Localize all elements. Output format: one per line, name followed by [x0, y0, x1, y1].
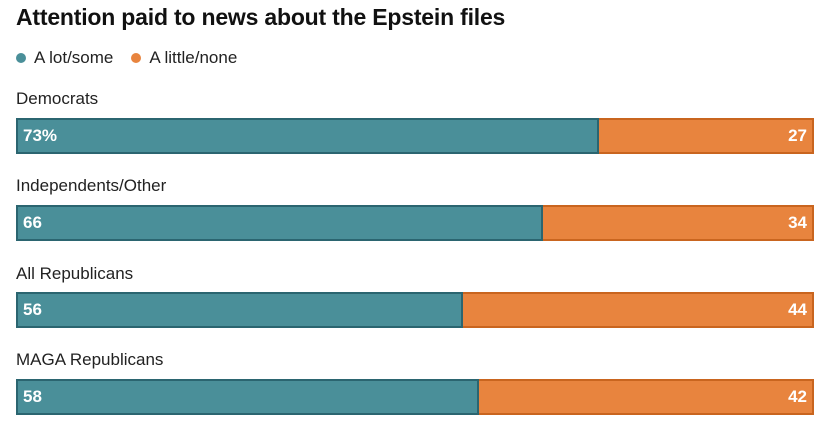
bar-segment-a-lot-some-democrats: 73%	[16, 118, 599, 154]
data-label-a-little-none-maga-republicans: 42	[788, 387, 807, 406]
bar-maga-republicans: 58 42	[16, 379, 814, 415]
legend-swatch-a-little-none	[131, 53, 142, 63]
bar-all-republicans: 56 44	[16, 292, 814, 328]
data-label-a-little-none-democrats: 27	[788, 126, 807, 145]
bar-independents-other: 66 34	[16, 205, 814, 241]
legend-item-a-little-none: A little/none	[131, 48, 237, 68]
data-label-a-lot-some-maga-republicans: 58	[23, 387, 42, 406]
bar-segment-a-little-none-independents-other: 34	[542, 205, 814, 241]
data-label-a-little-none-all-republicans: 44	[788, 300, 807, 319]
bar-segment-a-lot-some-independents-other: 66	[16, 205, 543, 241]
data-label-a-lot-some-democrats: 73%	[23, 126, 58, 145]
bar-democrats: 73% 27	[16, 118, 814, 154]
data-label-a-lot-some-independents-other: 66	[23, 213, 42, 232]
legend: A lot/some A little/none	[16, 48, 255, 68]
category-label-maga-republicans: MAGA Republicans	[16, 350, 164, 369]
category-label-independents-other: Independents/Other	[16, 176, 167, 195]
legend-label-a-little-none: A little/none	[149, 48, 238, 67]
bar-segment-a-lot-some-all-republicans: 56	[16, 292, 463, 328]
legend-swatch-a-lot-some	[16, 53, 26, 63]
legend-item-a-lot-some: A lot/some	[16, 48, 113, 68]
data-label-a-lot-some-all-republicans: 56	[23, 300, 42, 319]
bar-segment-a-little-none-all-republicans: 44	[462, 292, 814, 328]
category-label-democrats: Democrats	[16, 89, 99, 108]
bar-segment-a-lot-some-maga-republicans: 58	[16, 379, 479, 415]
data-label-a-little-none-independents-other: 34	[788, 213, 807, 232]
chart-title: Attention paid to news about the Epstein…	[16, 4, 506, 30]
category-label-all-republicans: All Republicans	[16, 264, 134, 283]
bar-segment-a-little-none-democrats: 27	[598, 118, 814, 154]
bar-segment-a-little-none-maga-republicans: 42	[478, 379, 814, 415]
legend-label-a-lot-some: A lot/some	[34, 48, 114, 67]
